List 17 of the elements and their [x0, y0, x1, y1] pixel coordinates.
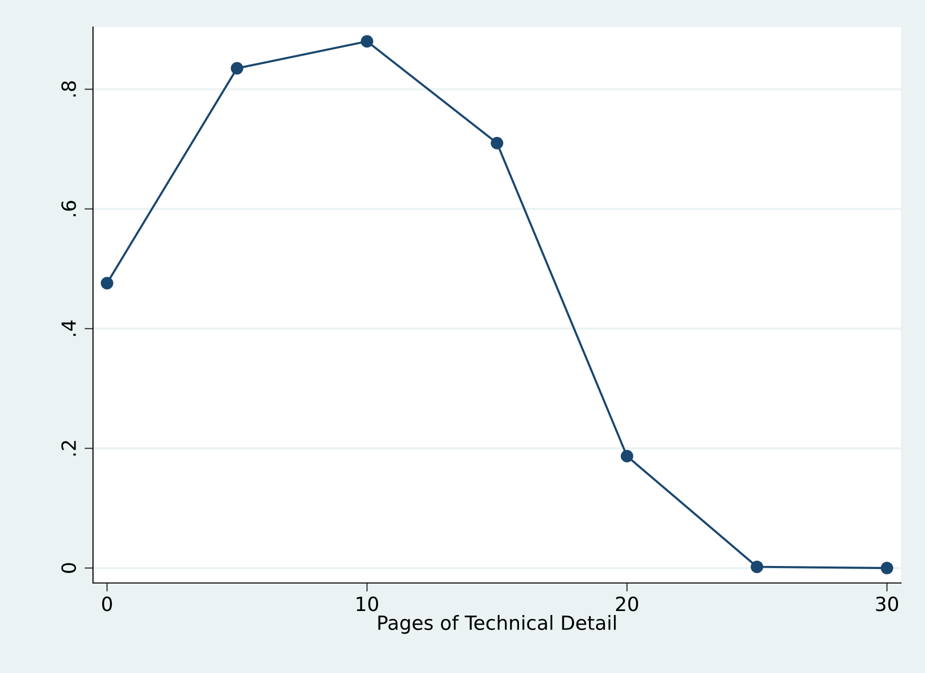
point [880, 562, 894, 574]
y-tick-label: 0 [61, 563, 76, 573]
point [230, 62, 244, 75]
y-tick-label: .8 [61, 81, 76, 96]
point [100, 276, 114, 290]
y-tick-label: .2 [61, 441, 76, 456]
x-tick-label: 20 [616, 596, 638, 612]
point [490, 136, 504, 150]
x-tick-label: 0 [102, 596, 112, 612]
x-tick-label: 10 [356, 596, 378, 612]
x-tick-label: 30 [876, 596, 898, 612]
y-tick-label: .6 [61, 200, 76, 216]
x-axis-title: Pages of Technical Detail [378, 615, 616, 634]
point [360, 35, 374, 48]
y-tick-label: .4 [62, 320, 76, 336]
point [750, 560, 764, 574]
point [620, 450, 634, 462]
